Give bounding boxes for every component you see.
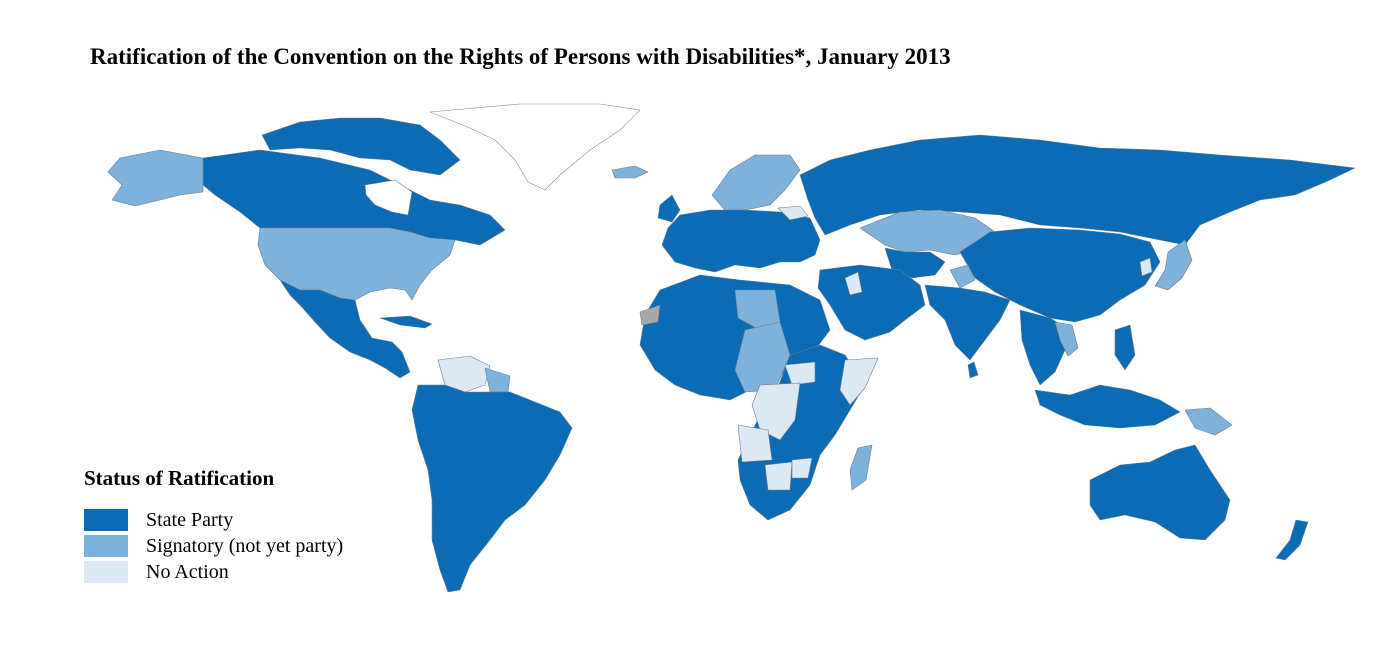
- region-western-sahara: [639, 304, 661, 326]
- region-cuba: [379, 315, 433, 329]
- region-madagascar: [849, 444, 873, 491]
- region-russia: [799, 134, 1356, 246]
- map-title: Ratification of the Convention on the Ri…: [90, 44, 951, 69]
- legend-label: State Party: [146, 508, 234, 531]
- region-mexico-central-america: [279, 279, 411, 379]
- region-iceland: [611, 165, 649, 179]
- region-philippines: [1114, 324, 1136, 371]
- region-angola: [737, 424, 773, 463]
- region-south-sudan: [784, 361, 816, 386]
- legend-item-no-action: No Action: [84, 559, 343, 585]
- region-canada-islands: [261, 117, 461, 176]
- region-kuwait: [844, 271, 863, 296]
- region-india: [924, 284, 1011, 361]
- legend-title: Status of Ratification: [84, 466, 275, 490]
- region-sri-lanka: [967, 361, 979, 379]
- region-japan: [1154, 239, 1193, 291]
- legend-swatch: [84, 535, 128, 557]
- region-south-america: [411, 384, 573, 593]
- region-australia: [1089, 444, 1231, 541]
- legend-label: Signatory (not yet party): [146, 534, 344, 557]
- region-alaska: [107, 149, 204, 207]
- region-new-zealand: [1275, 519, 1309, 561]
- region-canada: [202, 149, 506, 246]
- region-somalia: [839, 357, 879, 406]
- legend-item-signatory: Signatory (not yet party): [84, 533, 343, 559]
- region-southeast-asia: [1019, 309, 1071, 386]
- region-europe: [661, 209, 821, 273]
- region-belarus: [777, 205, 809, 221]
- region-guyana-suriname: [484, 367, 511, 393]
- region-zimbabwe: [791, 457, 813, 479]
- region-vietnam: [1054, 321, 1079, 357]
- region-botswana: [764, 461, 793, 491]
- region-drc: [751, 382, 801, 441]
- hudson-bay: [364, 179, 413, 216]
- legend-item-state-party: State Party: [84, 507, 343, 533]
- legend: Status of Ratification State Party Signa…: [84, 466, 343, 585]
- region-uk: [657, 194, 681, 223]
- legend-swatch: [84, 561, 128, 583]
- region-middle-east: [817, 264, 926, 341]
- region-scandinavia: [711, 154, 801, 211]
- region-greenland: [429, 103, 641, 191]
- region-china: [959, 227, 1161, 323]
- legend-swatch: [84, 509, 128, 531]
- region-afghanistan: [949, 264, 976, 289]
- region-north-korea: [1139, 257, 1153, 277]
- region-indonesia: [1034, 384, 1181, 429]
- legend-label: No Action: [146, 560, 229, 583]
- region-papua-new-guinea: [1184, 407, 1233, 436]
